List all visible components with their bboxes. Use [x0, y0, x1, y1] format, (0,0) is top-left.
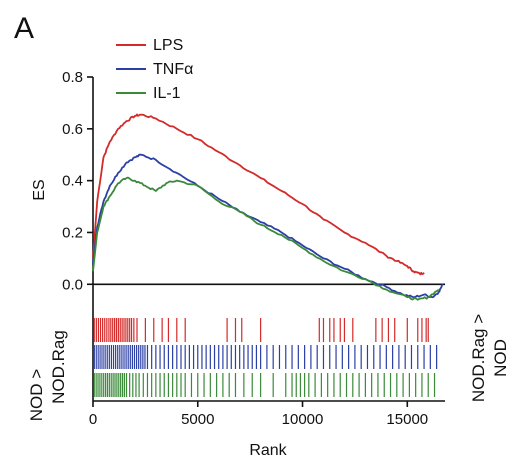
barcode-row-tnf	[94, 345, 438, 369]
barcode-group	[93, 318, 438, 397]
series-line-tnf	[92, 153, 444, 299]
legend-label: LPS	[153, 37, 183, 54]
barcode-row-lps	[93, 318, 429, 342]
legend-label: IL-1	[153, 85, 181, 102]
y-tick-label: 0.2	[62, 224, 83, 241]
right-annotation-line-2: NOD	[491, 339, 510, 377]
x-tick-label: 5000	[181, 411, 214, 428]
series-lines	[92, 113, 444, 301]
barcode-row-il1	[93, 373, 436, 397]
series-line-lps	[92, 113, 425, 276]
x-axis: 0 5000 10000 15000	[89, 401, 428, 428]
x-tick-label: 15000	[386, 411, 428, 428]
plot-frame	[92, 77, 445, 402]
legend: LPS TNFα IL-1	[116, 37, 193, 102]
y-axis: 0.0 0.2 0.4 0.6 0.8	[62, 69, 93, 293]
x-axis-label: Rank	[249, 442, 287, 459]
legend-label: TNFα	[153, 61, 193, 78]
y-tick-label: 0.8	[62, 69, 83, 86]
y-tick-label: 0.4	[62, 173, 83, 190]
panel-label: A	[14, 12, 34, 45]
left-annotation-line-2: NOD.Rag	[49, 330, 68, 404]
left-annotation-line-1: NOD >	[27, 369, 46, 422]
y-tick-label: 0.6	[62, 121, 83, 138]
series-line-il1	[92, 176, 440, 301]
y-tick-label: 0.0	[62, 276, 83, 293]
right-annotation: NOD.Rag > NOD	[469, 314, 510, 402]
x-tick-label: 0	[89, 411, 97, 428]
right-annotation-line-1: NOD.Rag >	[469, 314, 488, 402]
y-axis-label: ES	[31, 179, 48, 200]
left-annotation: NOD > NOD.Rag	[27, 330, 68, 421]
x-tick-label: 10000	[282, 411, 324, 428]
